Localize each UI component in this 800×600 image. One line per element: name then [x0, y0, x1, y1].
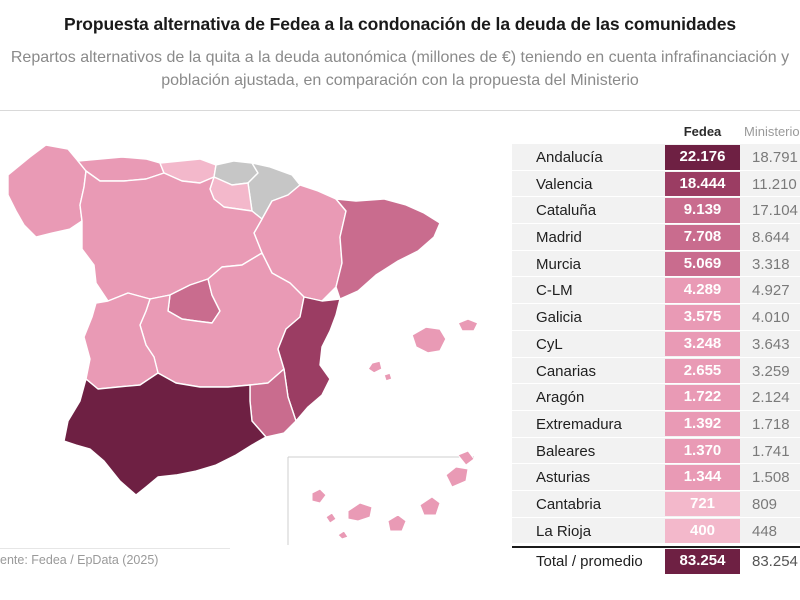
total-divider — [512, 546, 800, 549]
total-label: Total / promedio — [536, 553, 643, 571]
row-region-name: Cataluña — [536, 202, 597, 220]
spain-map-svg — [7, 144, 479, 545]
table-row: Cantabria 721 809 — [512, 490, 800, 518]
row-fedea-value: 1.344 — [665, 465, 740, 490]
row-region-name: Baleares — [536, 442, 596, 460]
table-row: CyL 3.248 3.643 — [512, 330, 800, 358]
row-fedea-value: 9.139 — [665, 198, 740, 223]
row-region-name: CyL — [536, 335, 563, 353]
row-fedea-value: 1.722 — [665, 385, 740, 410]
spain-map — [0, 125, 500, 565]
row-region-name: C-LM — [536, 282, 573, 300]
row-fedea-value: 2.655 — [665, 358, 740, 383]
table-row: Aragón 1.722 2.124 — [512, 384, 800, 411]
row-region-name: Andalucía — [536, 149, 603, 166]
header-divider — [0, 110, 800, 111]
total-ministerio-value: 83.254 — [752, 553, 798, 571]
table-row: Andalucía 22.176 18.791 — [512, 144, 800, 171]
table-row: Asturias 1.344 1.508 — [512, 464, 800, 491]
table-row: Madrid 7.708 8.644 — [512, 224, 800, 251]
source-note: ente: Fedea / EpData (2025) — [0, 548, 230, 567]
row-fedea-value: 5.069 — [665, 251, 740, 277]
row-region-name: Valencia — [536, 175, 593, 193]
row-ministerio-value: 17.104 — [752, 202, 798, 220]
row-fedea-value: 18.444 — [665, 171, 740, 197]
row-ministerio-value: 4.927 — [752, 282, 790, 300]
row-ministerio-value: 448 — [752, 522, 778, 540]
table-row: Galicia 3.575 4.010 — [512, 304, 800, 331]
row-ministerio-value: 11.210 — [752, 175, 797, 193]
region-valencia — [277, 296, 341, 422]
total-fedea-value: 83.254 — [665, 549, 740, 574]
region-cataluna — [335, 198, 441, 300]
table-row: Canarias 2.655 3.259 — [512, 357, 800, 385]
row-region-name: Canarias — [536, 362, 597, 380]
row-fedea-value: 721 — [665, 491, 740, 517]
row-ministerio-value: 3.259 — [752, 362, 790, 380]
chart-title: Propuesta alternativa de Fedea a la cond… — [64, 14, 736, 34]
table-row: Murcia 5.069 3.318 — [512, 250, 800, 278]
table-row: Valencia 18.444 11.210 — [512, 170, 800, 198]
row-ministerio-value: 3.318 — [752, 255, 790, 273]
column-header-ministerio: Ministerio — [744, 124, 800, 139]
row-region-name: La Rioja — [536, 522, 592, 540]
region-canarias — [311, 450, 475, 540]
table-header: Fedea Ministerio — [512, 118, 800, 144]
row-region-name: Aragón — [536, 389, 585, 407]
canarias-inset-frame — [287, 456, 474, 545]
region-galicia — [7, 144, 87, 238]
row-ministerio-value: 1.508 — [752, 469, 790, 487]
row-region-name: Murcia — [536, 255, 582, 273]
row-fedea-value: 3.575 — [665, 305, 740, 330]
chart-subtitle: Repartos alternativos de la quita a la d… — [10, 49, 790, 89]
row-ministerio-value: 2.124 — [752, 389, 790, 407]
region-andalucia — [63, 372, 267, 496]
region-baleares — [367, 318, 479, 382]
row-fedea-value: 4.289 — [665, 278, 740, 303]
row-region-name: Extremadura — [536, 415, 622, 433]
row-ministerio-value: 1.741 — [752, 442, 790, 460]
table-row: La Rioja 400 448 — [512, 517, 800, 545]
row-fedea-value: 7.708 — [665, 225, 740, 250]
table-row: C-LM 4.289 4.927 — [512, 277, 800, 305]
row-fedea-value: 1.392 — [665, 411, 740, 437]
row-region-name: Galicia — [536, 309, 582, 327]
row-ministerio-value: 1.718 — [752, 415, 790, 433]
row-ministerio-value: 18.791 — [752, 149, 798, 166]
row-fedea-value: 400 — [665, 518, 740, 544]
column-header-fedea: Fedea — [683, 124, 722, 139]
row-fedea-value: 22.176 — [665, 145, 740, 170]
table-body: Andalucía 22.176 18.791 Valencia 18.444 11.21… — [512, 144, 800, 545]
row-region-name: Asturias — [536, 469, 591, 487]
row-region-name: Cantabria — [536, 495, 602, 513]
row-ministerio-value: 8.644 — [752, 229, 790, 247]
table-row: Cataluña 9.139 17.104 — [512, 197, 800, 225]
total-row: Total / promedio 83.254 83.254 — [512, 548, 800, 575]
row-ministerio-value: 809 — [752, 495, 778, 513]
row-fedea-value: 3.248 — [665, 331, 740, 357]
row-fedea-value: 1.370 — [665, 438, 740, 464]
table-row: Baleares 1.370 1.741 — [512, 437, 800, 465]
table-row: Extremadura 1.392 1.718 — [512, 410, 800, 438]
row-ministerio-value: 3.643 — [752, 335, 790, 353]
row-region-name: Madrid — [536, 229, 582, 247]
data-table: Fedea Ministerio Andalucía 22.176 18.791 Va… — [512, 118, 800, 575]
row-ministerio-value: 4.010 — [752, 309, 790, 327]
